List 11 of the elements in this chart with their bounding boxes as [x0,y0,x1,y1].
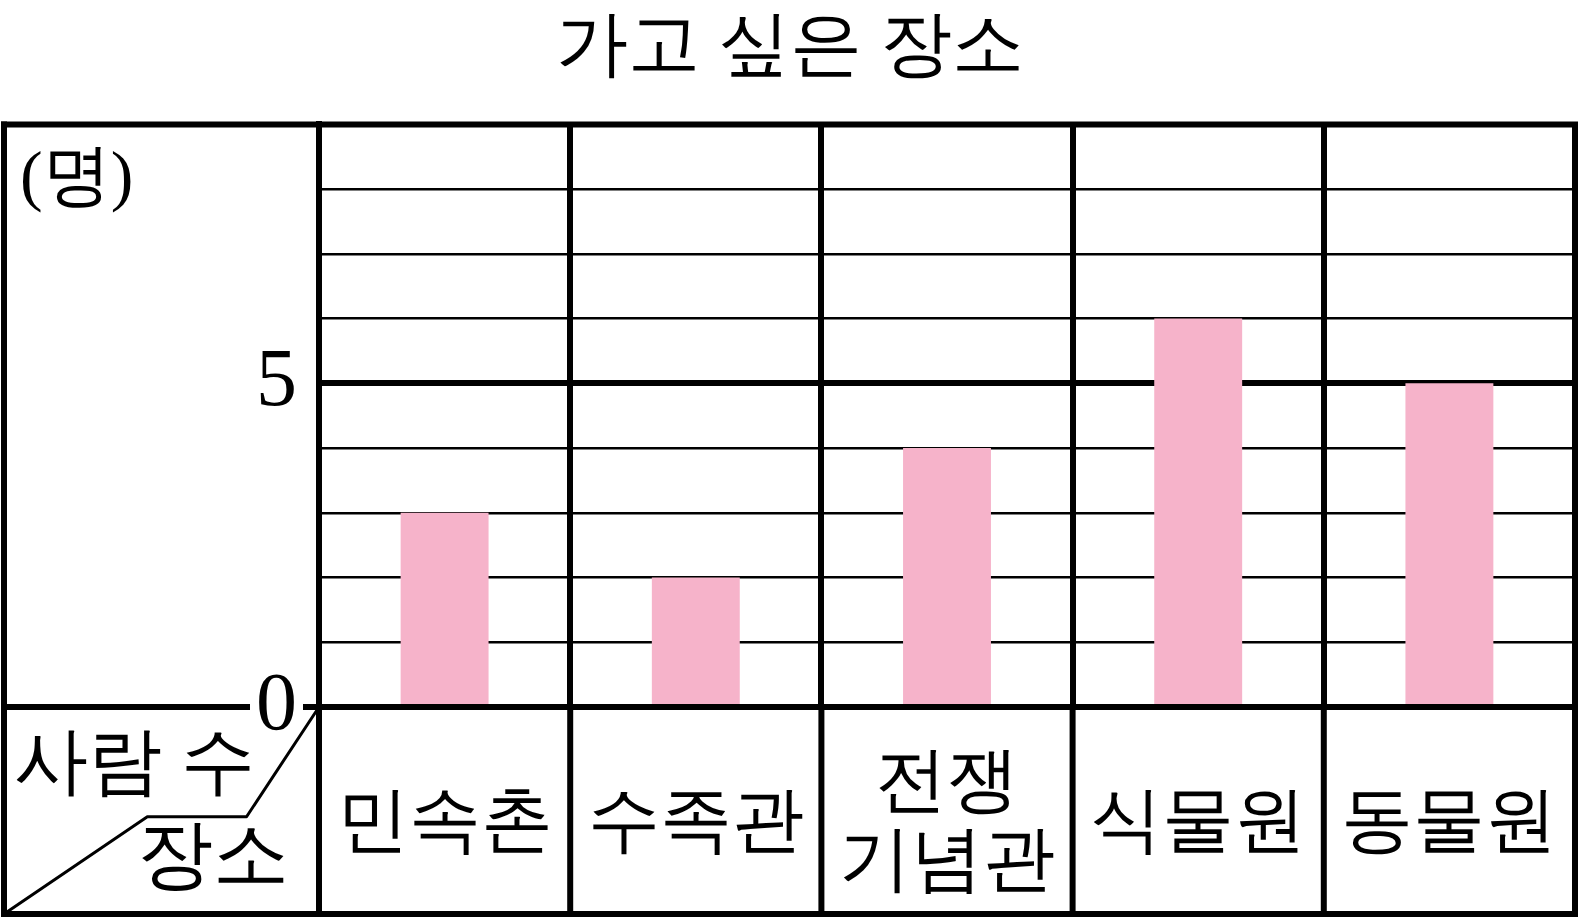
x-tick-label: 전쟁 기념관 [839,739,1055,900]
y-tick-label: 5 [256,331,297,423]
chart-title: 가고 싶은 장소 [555,4,1024,85]
y-axis-title: 사람 수 [14,720,255,803]
y-tick-label: 0 [256,655,297,747]
x-axis-title: 장소 [137,812,289,897]
x-tick-label: 수족관 [587,779,804,860]
x-tick-label: 식물원 [1090,779,1307,860]
text: (명) [20,137,134,214]
x-tick-label: 동물원 [1341,779,1558,860]
x-tick-label: 민속촌 [336,779,553,860]
